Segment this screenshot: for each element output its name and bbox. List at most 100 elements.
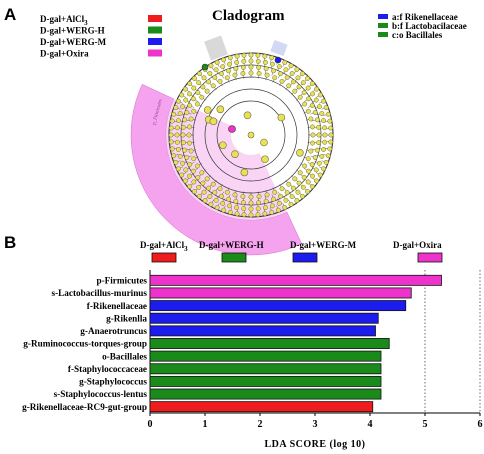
lda-bar: [149, 388, 382, 400]
cladogram-node: [272, 75, 278, 81]
cladogram-node: [283, 197, 289, 203]
cladogram-node: [271, 68, 276, 74]
cladogram-node: [210, 181, 216, 187]
cladogram-node: [182, 117, 188, 123]
cladogram-node: [224, 189, 230, 195]
cladogram-node: [184, 110, 190, 115]
cladogram-node: [316, 132, 322, 138]
cladogram-node: [248, 58, 254, 64]
cladogram-node: [180, 132, 186, 138]
cladogram-node: [217, 186, 223, 192]
cladogram-node: [194, 101, 200, 107]
cladogram-node: [240, 168, 249, 177]
cladogram-node: [297, 170, 303, 176]
cladogram-node: [173, 105, 179, 111]
cladogram-node: [240, 71, 246, 76]
cladogram-node: [176, 166, 181, 172]
cladogram-node: [174, 125, 180, 131]
cladogram-node: [308, 116, 314, 122]
cladogram-node: [313, 167, 319, 173]
cladogram-node: [295, 189, 301, 195]
cladogram-node: [216, 105, 225, 114]
cladogram-node: [309, 81, 315, 87]
lda-bar: [149, 287, 412, 299]
cladogram-node: [179, 92, 185, 98]
cladogram-node: [314, 117, 320, 123]
lda-bar: [149, 363, 382, 375]
clade-highlight-b: [270, 39, 288, 57]
cladogram-node: [227, 55, 233, 61]
cladogram-node: [296, 148, 304, 157]
cladogram-node: [276, 64, 282, 70]
cladogram-node: [299, 71, 305, 77]
cladogram-node: [241, 206, 247, 212]
cladogram-node: [282, 60, 288, 65]
bar-legend-swatch: [221, 252, 247, 263]
x-tick-label: 5: [423, 419, 428, 430]
x-axis-title: LDA SCORE (log 10): [265, 439, 366, 450]
cladogram-node: [214, 60, 220, 65]
cladogram-node: [284, 74, 290, 80]
cladogram-node: [288, 201, 294, 207]
clade-highlight-a: [204, 35, 228, 61]
cladogram-node: [187, 81, 193, 87]
cladogram-node: [255, 52, 261, 58]
cladogram-node: [279, 78, 285, 84]
cladogram-node: [187, 91, 192, 97]
firmicutes-node: [228, 125, 236, 133]
cladogram-node: [322, 125, 328, 131]
cladogram-node: [241, 52, 247, 58]
bar-category-label: f-Staphylococcaceae: [68, 364, 147, 374]
cladogram-node: [180, 124, 186, 130]
cladogram-node: [325, 111, 331, 117]
cladogram-node: [263, 66, 269, 72]
cladogram-node: [206, 79, 212, 85]
cladogram-node: [321, 98, 326, 104]
clad-legend-swatch: [148, 49, 162, 57]
cladogram-node: [177, 111, 183, 116]
cladogram-node: [270, 61, 275, 67]
cladogram-node: [200, 84, 206, 90]
x-tick-label: 1: [203, 419, 208, 430]
clad-legend-label: D-gal+Oxira: [40, 49, 89, 59]
cladogram-node: [234, 53, 240, 59]
clad-legend-swatch: [148, 26, 162, 34]
cladogram-node: [219, 71, 224, 77]
cladogram-node: [279, 186, 285, 192]
taxa-legend-swatch: [378, 14, 388, 19]
cladogram-node: [316, 160, 322, 166]
cladogram-node: [183, 167, 189, 173]
cladogram-node: [188, 148, 194, 154]
bar-legend-swatch: [292, 252, 318, 263]
cladogram-node: [168, 132, 174, 138]
cladogram-node: [180, 104, 186, 110]
cladogram-node: [316, 104, 322, 110]
cladogram-node: [312, 110, 318, 115]
cladogram-node: [306, 168, 312, 174]
cladogram-node: [297, 94, 303, 100]
cladogram-node: [213, 67, 219, 73]
cladogram-node: [241, 58, 247, 64]
cladogram-node: [328, 125, 334, 131]
clad-legend-label: D-gal+AlCl3: [40, 14, 88, 27]
cladogram-node: [314, 147, 320, 153]
cladogram-node: [210, 83, 216, 89]
cladogram-node: [180, 160, 186, 166]
cladogram-node: [310, 173, 315, 179]
cladogram-node: [310, 124, 315, 130]
cladogram-node: [256, 194, 262, 199]
panel-b-label: B: [4, 233, 16, 252]
bar-category-label: g-Rikenellaceae-RC9-gut-group: [22, 402, 147, 412]
cladogram-node: [226, 68, 231, 74]
cladogram-node: [269, 209, 275, 215]
cladogram-node: [197, 71, 203, 77]
cladogram-node: [262, 59, 268, 65]
cladogram-node: [213, 197, 219, 203]
cladogram-node: [195, 174, 201, 180]
panel-a-label: A: [4, 5, 16, 24]
cladogram-node: [309, 103, 315, 108]
bar-category-label: o-Bacillales: [102, 351, 147, 361]
cladogram-node: [176, 98, 181, 104]
cladogram-node: [241, 212, 247, 218]
